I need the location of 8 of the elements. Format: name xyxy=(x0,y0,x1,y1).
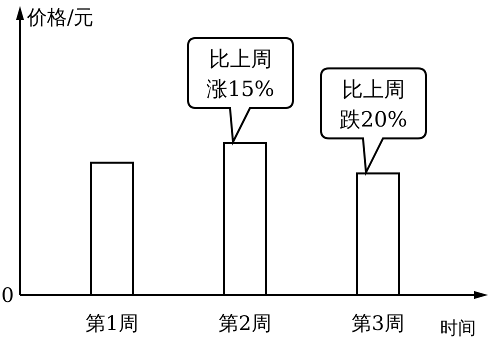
x-tick-label: 第2周 xyxy=(218,311,272,335)
annotation: 比上周跌20% xyxy=(340,77,408,132)
x-tick-label: 第3周 xyxy=(352,311,404,335)
x-tick-label: 第1周 xyxy=(86,311,138,335)
text: 价格/元 xyxy=(26,5,94,29)
text: 0 xyxy=(1,283,14,307)
x-axis-title: 时间 xyxy=(440,318,476,339)
annotation: 比上周涨15% xyxy=(206,47,274,101)
